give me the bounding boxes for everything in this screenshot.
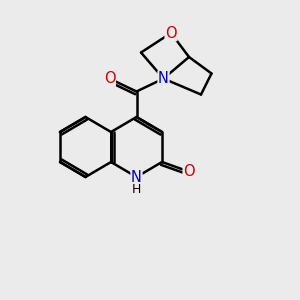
Text: H: H bbox=[132, 183, 141, 196]
Text: O: O bbox=[165, 26, 177, 40]
Text: O: O bbox=[183, 164, 195, 179]
Text: N: N bbox=[131, 169, 142, 184]
Text: O: O bbox=[104, 71, 115, 86]
Text: N: N bbox=[158, 71, 169, 86]
